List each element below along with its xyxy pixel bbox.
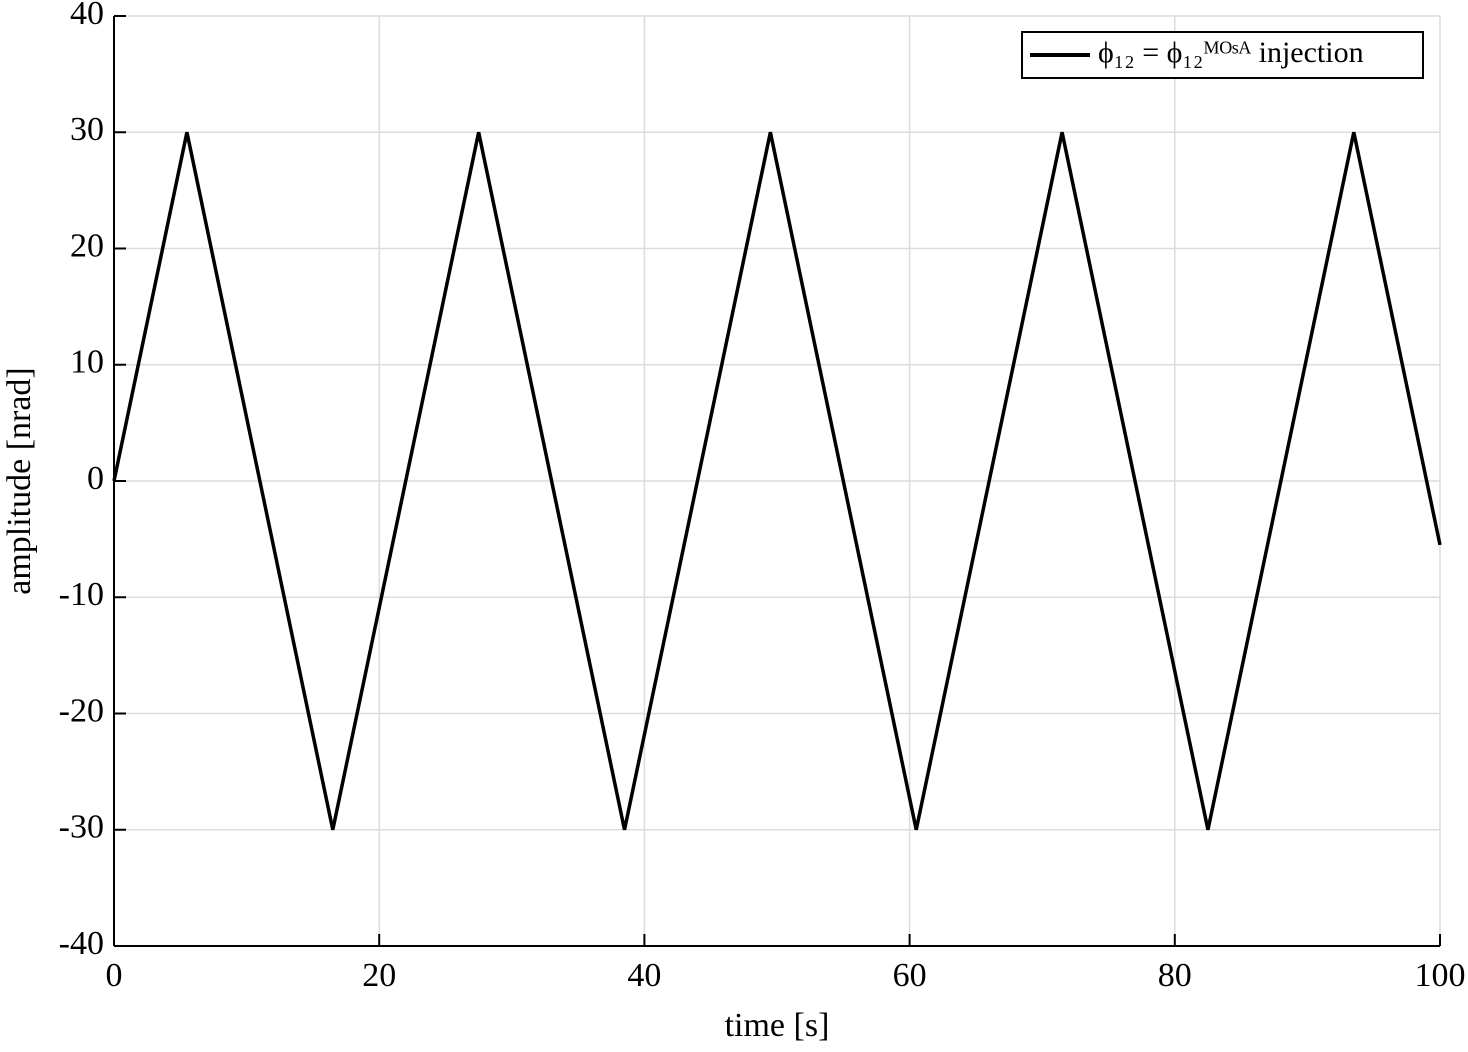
x-tick-label: 0 [106, 957, 123, 994]
y-tick-label: -40 [59, 925, 104, 962]
y-tick-label: -30 [59, 809, 104, 846]
y-tick-label: -10 [59, 576, 104, 613]
y-axis-label: amplitude [nrad] [1, 367, 38, 595]
y-tick-label: 40 [70, 0, 104, 32]
x-tick-label: 40 [627, 957, 661, 994]
y-tick-label: 30 [70, 111, 104, 148]
x-tick-label: 80 [1158, 957, 1192, 994]
y-tick-label: 0 [87, 460, 104, 497]
legend-label: ϕ₁₂ = ϕ₁₂ᴹᴼˢᴬ injection [1098, 36, 1364, 69]
x-tick-label: 100 [1415, 957, 1466, 994]
data-line [112, 131, 1442, 831]
y-tick-label: -20 [59, 692, 104, 729]
y-tick-label: 20 [70, 227, 104, 264]
x-tick-label: 60 [893, 957, 927, 994]
x-tick-label: 20 [362, 957, 396, 994]
x-axis-label: time [s] [725, 1007, 830, 1044]
legend: ϕ₁₂ = ϕ₁₂ᴹᴼˢᴬ injection [1021, 31, 1424, 79]
y-tick-label: 10 [70, 344, 104, 381]
